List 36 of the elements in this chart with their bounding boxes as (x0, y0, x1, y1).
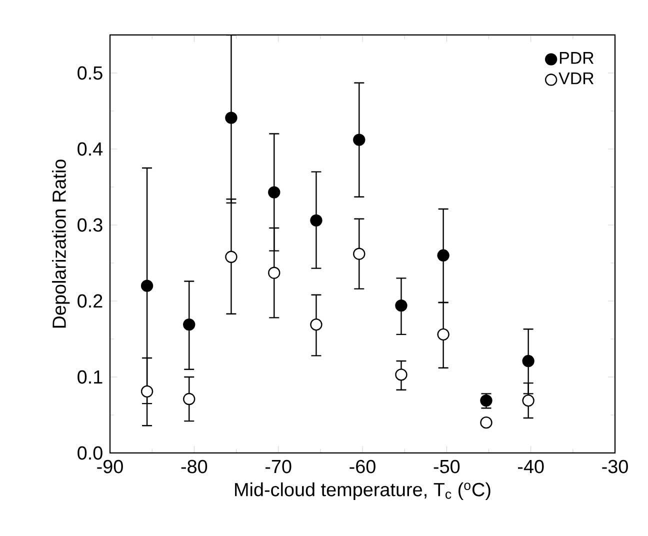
y-tick-label: 0.3 (78, 218, 102, 232)
y-tick-label: 0.5 (78, 66, 102, 80)
point (225, 250, 238, 264)
point (183, 318, 196, 331)
legend-label: VDR (558, 72, 594, 84)
x-tick-label: -40 (518, 460, 544, 474)
point (183, 392, 196, 406)
x-tick-label: -70 (266, 460, 292, 474)
point (268, 266, 280, 279)
point (395, 368, 408, 381)
x-tick-label: -30 (602, 460, 628, 474)
point (522, 394, 534, 407)
point (437, 328, 450, 341)
point (140, 280, 154, 292)
x-tick-label: -80 (181, 460, 208, 474)
point (310, 214, 322, 227)
point (437, 249, 450, 262)
y-tick-label: 0.0 (78, 446, 102, 460)
point (522, 354, 534, 368)
x-tick-label: -50 (434, 460, 460, 474)
x-axis-title: Mid-cloud temperature, T$_{c}$ ($^{o}$C) (235, 482, 490, 500)
y-axis-title: Depolarization Ratio (52, 160, 70, 328)
x-tick-label: -60 (350, 460, 376, 474)
point (225, 112, 238, 124)
y-tick-label: 0.4 (78, 142, 103, 156)
point (353, 134, 366, 146)
x-tick-label: -90 (97, 460, 123, 474)
y-tick-label: 0.1 (78, 370, 102, 384)
point (310, 318, 322, 331)
y-tick-label: 0.2 (78, 294, 102, 308)
point (140, 385, 154, 398)
point (268, 186, 280, 198)
legend-label: PDR (560, 52, 594, 64)
point (395, 299, 408, 312)
point (480, 416, 492, 429)
point (353, 248, 366, 260)
